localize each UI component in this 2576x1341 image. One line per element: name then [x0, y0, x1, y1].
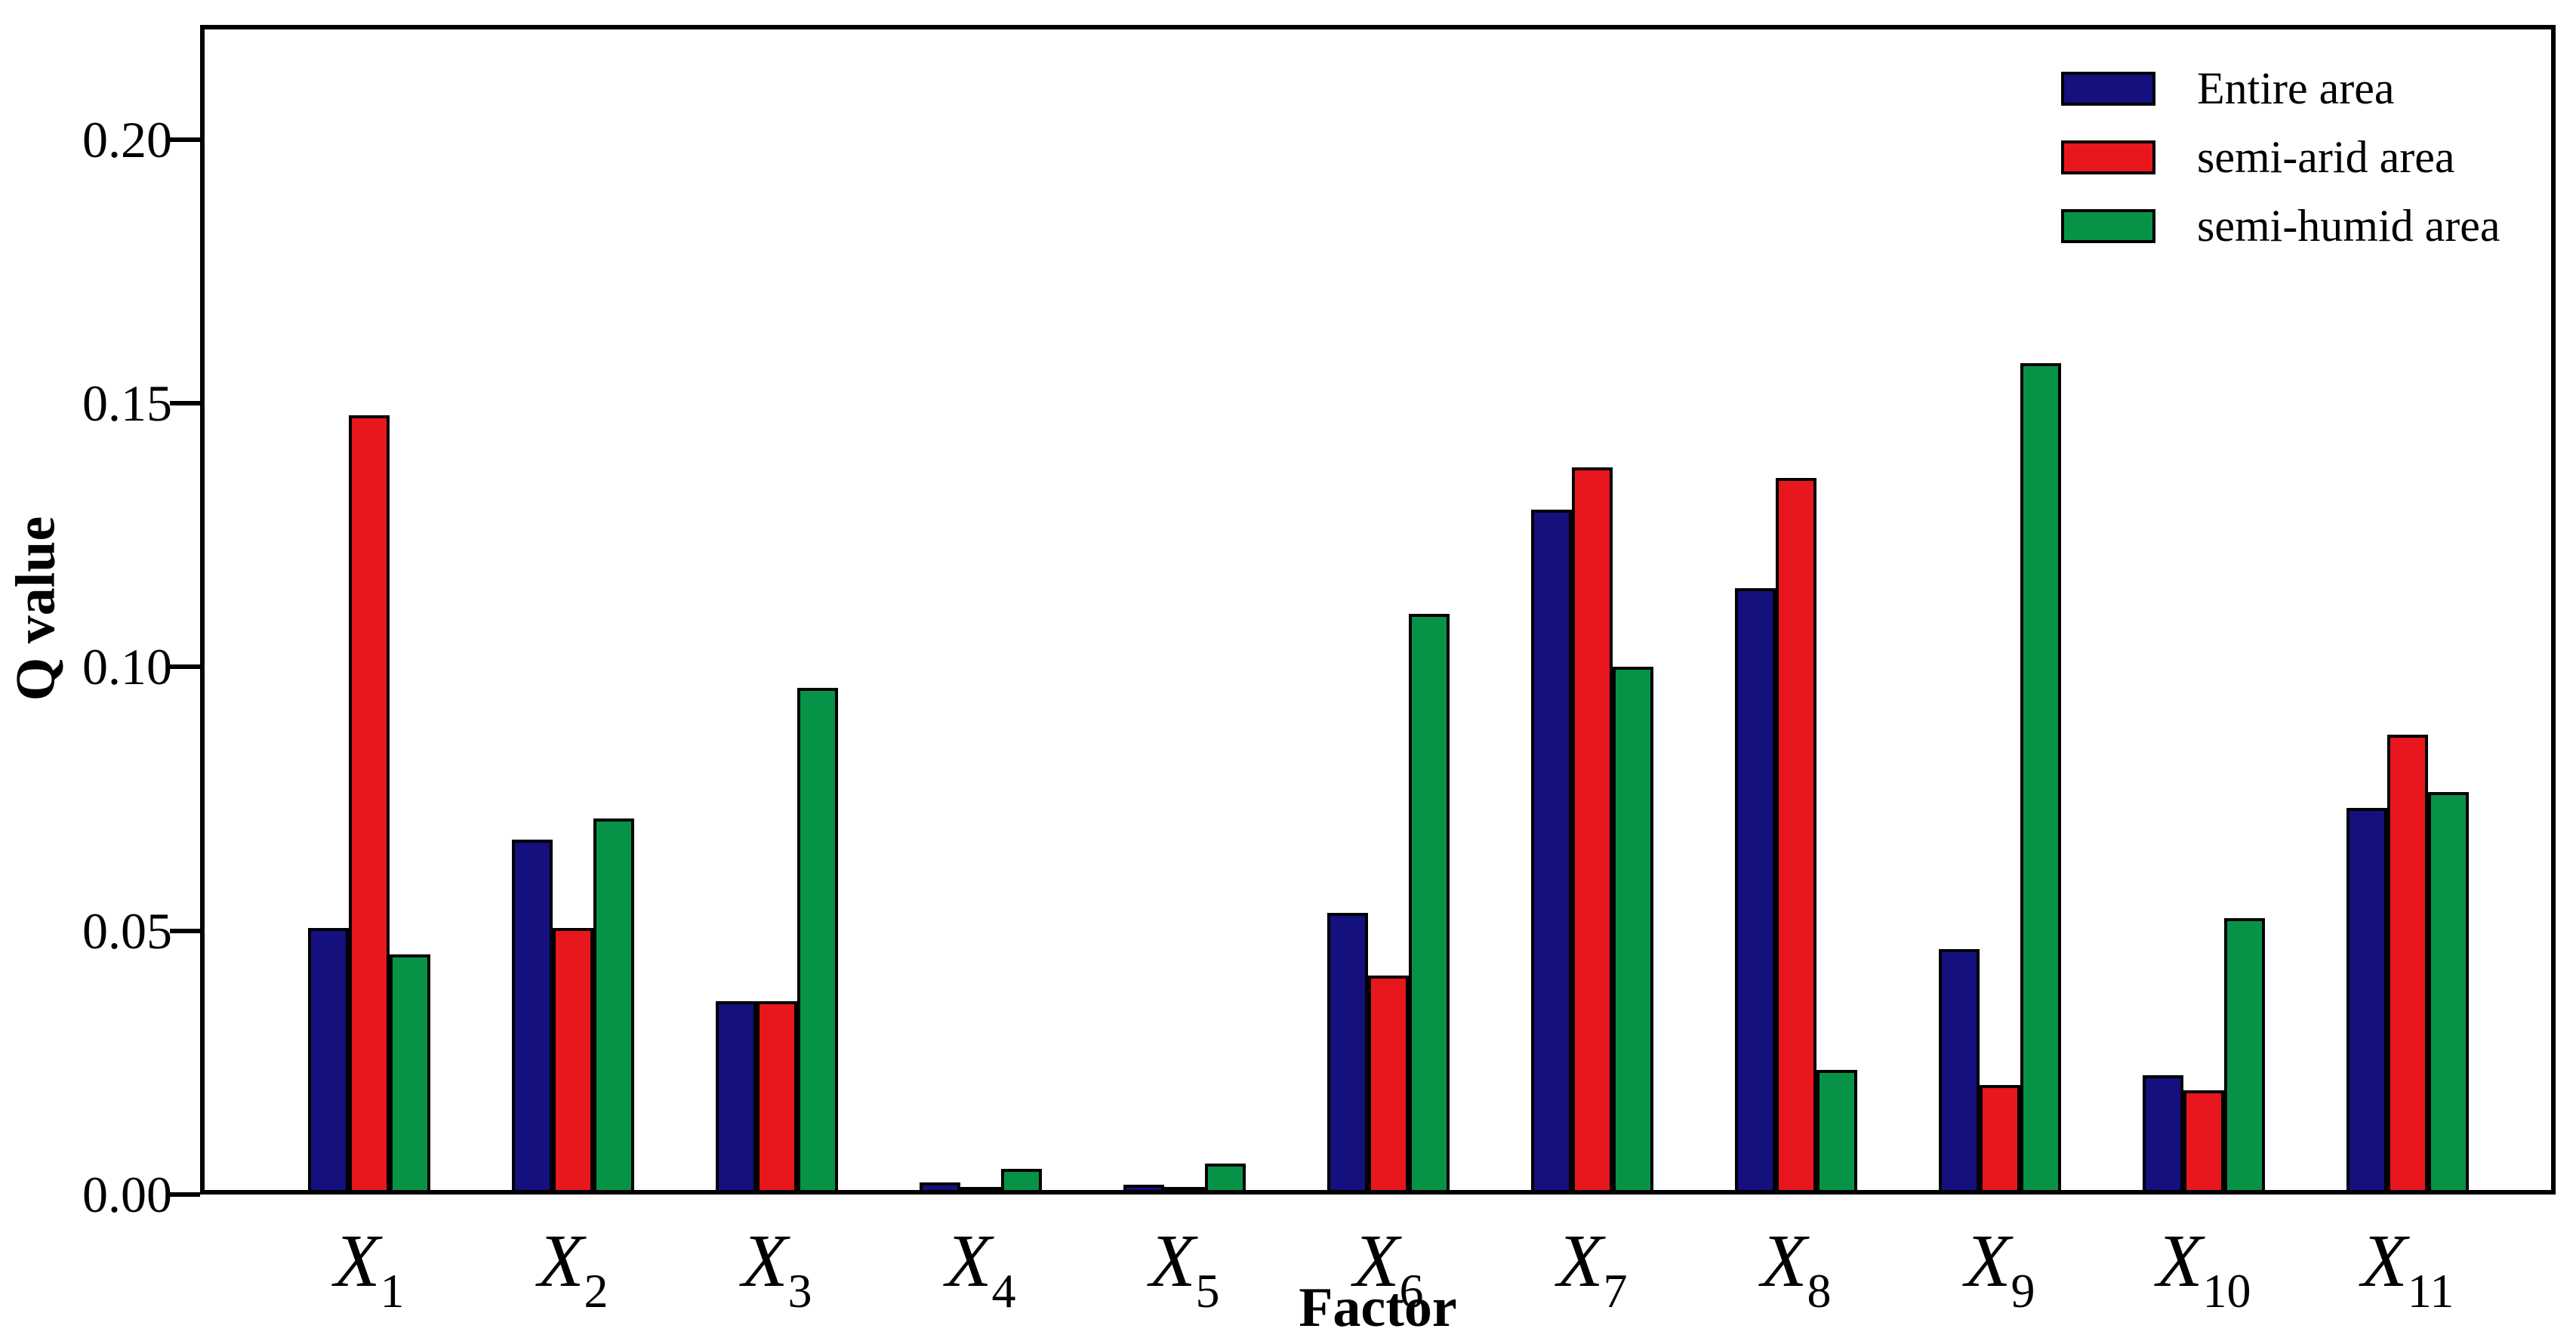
bar-series1-x10: [2143, 1074, 2183, 1190]
x-tick-label-x11: X11: [2361, 1219, 2454, 1315]
x-tick-label-x10: X10: [2156, 1219, 2251, 1315]
category-symbol: X: [945, 1219, 992, 1302]
x-tick-label-x7: X7: [1557, 1219, 1627, 1315]
category-symbol: X: [2361, 1219, 2408, 1302]
x-tick-label-x5: X5: [1149, 1219, 1219, 1315]
category-subscript: 1: [380, 1264, 405, 1318]
bar-series1-x11: [2346, 807, 2387, 1190]
x-tick-label-x6: X6: [1353, 1219, 1423, 1315]
bar-series2-x8: [1776, 478, 1816, 1190]
category-symbol: X: [1761, 1219, 1807, 1302]
category-subscript: 7: [1603, 1264, 1628, 1318]
bar-series3-x10: [2224, 917, 2265, 1190]
bar-series3-x1: [390, 954, 430, 1190]
category-symbol: X: [2156, 1219, 2203, 1302]
bar-series1-x3: [716, 1001, 756, 1190]
bar-series2-x7: [1572, 467, 1613, 1190]
legend-label-1: Entire area: [2197, 63, 2395, 113]
y-tick-label: 0.20: [82, 110, 172, 168]
category-symbol: X: [1557, 1219, 1604, 1302]
y-tick-mark-0.10: [170, 664, 200, 670]
y-tick-mark-0.20: [170, 137, 200, 142]
category-subscript: 6: [1399, 1264, 1424, 1318]
y-tick-label: 0.15: [82, 374, 172, 432]
y-tick-label: 0.05: [82, 902, 172, 960]
category-symbol: X: [334, 1219, 381, 1302]
bar-series2-x3: [756, 1001, 797, 1190]
bar-series3-x2: [593, 818, 634, 1190]
bar-series3-x8: [1816, 1069, 1857, 1190]
x-tick-label-x1: X1: [334, 1219, 404, 1315]
bar-series1-x7: [1531, 509, 1572, 1190]
bar-series3-x3: [797, 687, 838, 1190]
bar-series3-x4: [1001, 1169, 1042, 1190]
y-tick-mark-0.05: [170, 928, 200, 933]
bar-series2-x6: [1368, 975, 1409, 1190]
bar-series1-x2: [512, 839, 553, 1190]
x-axis-title: Factor: [1299, 1277, 1457, 1339]
bar-series2-x1: [349, 415, 390, 1190]
bar-series3-x7: [1613, 666, 1653, 1190]
category-subscript: 10: [2202, 1264, 2251, 1318]
legend-swatch-3: [2061, 209, 2155, 243]
category-subscript: 8: [1807, 1264, 1832, 1318]
x-tick-label-x4: X4: [945, 1219, 1015, 1315]
bar-series1-x4: [920, 1182, 960, 1190]
bar-series3-x5: [1205, 1164, 1246, 1190]
y-tick-label: 0.10: [82, 638, 172, 696]
bar-series1-x5: [1123, 1185, 1164, 1190]
legend-swatch-1: [2061, 72, 2155, 106]
legend-swatch-2: [2061, 140, 2155, 174]
bar-series1-x9: [1939, 949, 1980, 1190]
category-subscript: 9: [2011, 1264, 2035, 1318]
bar-series2-x10: [2183, 1090, 2224, 1190]
y-tick-mark-0.00: [170, 1192, 200, 1197]
plot-area: [200, 25, 2556, 1195]
x-tick-label-x8: X8: [1761, 1219, 1831, 1315]
bar-series2-x4: [960, 1186, 1001, 1190]
bar-series2-x5: [1164, 1187, 1205, 1190]
category-subscript: 3: [787, 1264, 812, 1318]
category-subscript: 2: [584, 1264, 609, 1318]
category-symbol: X: [741, 1219, 788, 1302]
category-symbol: X: [1964, 1219, 2011, 1302]
category-subscript: 4: [991, 1264, 1016, 1318]
bar-series1-x6: [1327, 912, 1368, 1190]
category-symbol: X: [538, 1219, 584, 1302]
bar-series3-x6: [1409, 614, 1450, 1190]
category-subscript: 11: [2407, 1264, 2454, 1318]
legend-label-3: semi-humid area: [2197, 201, 2501, 251]
bar-series2-x9: [1980, 1085, 2020, 1190]
y-tick-label: 0.00: [82, 1166, 172, 1223]
category-symbol: X: [1353, 1219, 1400, 1302]
bar-series2-x11: [2387, 734, 2428, 1190]
x-tick-label-x9: X9: [1964, 1219, 2035, 1315]
bar-series1-x1: [308, 928, 349, 1190]
bar-series1-x8: [1735, 587, 1776, 1190]
y-tick-mark-0.15: [170, 400, 200, 405]
bar-series3-x9: [2020, 362, 2061, 1190]
category-subscript: 5: [1195, 1264, 1220, 1318]
category-symbol: X: [1149, 1219, 1196, 1302]
legend-label-2: semi-arid area: [2197, 132, 2455, 182]
bar-series3-x11: [2428, 792, 2469, 1190]
bar-series2-x2: [553, 928, 593, 1190]
x-tick-label-x3: X3: [741, 1219, 812, 1315]
x-tick-label-x2: X2: [538, 1219, 608, 1315]
